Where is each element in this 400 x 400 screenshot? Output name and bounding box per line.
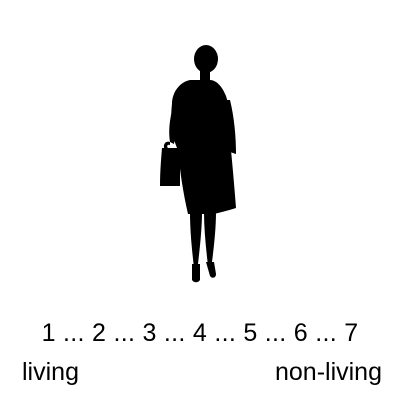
scale-anchor-living: living bbox=[22, 358, 79, 386]
scale-anchor-non-living: non-living bbox=[274, 358, 382, 386]
rating-scale-points: 1 ... 2 ... 3 ... 4 ... 5 ... 6 ... 7 bbox=[41, 319, 359, 347]
woman-silhouette-icon bbox=[150, 42, 250, 284]
